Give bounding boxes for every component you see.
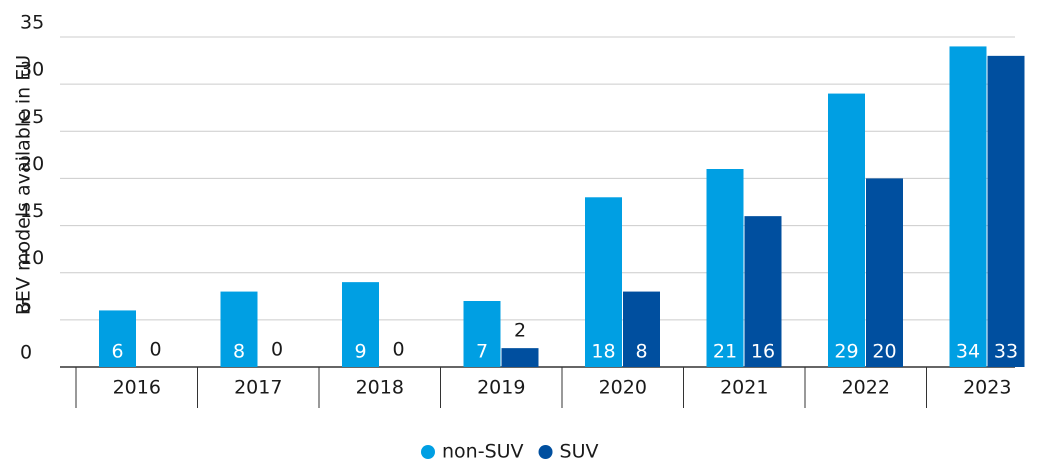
data-label: 2 <box>514 320 526 342</box>
bar <box>99 310 136 367</box>
legend-marker <box>421 445 435 459</box>
bar <box>706 169 744 367</box>
bar <box>744 216 782 367</box>
x-tick-label: 2018 <box>356 377 404 399</box>
y-tick-label: 0 <box>20 342 32 364</box>
bar <box>585 197 622 367</box>
data-label: 8 <box>635 341 647 363</box>
legend-label: non-SUV <box>442 441 524 463</box>
x-tick-label: 2020 <box>599 377 647 399</box>
data-label: 6 <box>111 341 123 363</box>
bar <box>987 55 1025 367</box>
y-tick-label: 30 <box>20 59 44 81</box>
data-label: 29 <box>834 341 858 363</box>
legend-label: SUV <box>560 441 599 463</box>
x-tick-label: 2023 <box>963 377 1011 399</box>
legend-marker <box>538 445 553 459</box>
data-label: 34 <box>956 341 980 363</box>
bar <box>828 93 865 368</box>
data-label: 7 <box>476 341 488 363</box>
data-label: 8 <box>233 341 245 363</box>
x-tick-label: 2021 <box>720 377 768 399</box>
data-label: 0 <box>149 339 161 361</box>
y-tick-label: 35 <box>20 12 44 34</box>
x-tick-label: 2017 <box>234 377 282 399</box>
x-tick-label: 2022 <box>842 377 890 399</box>
x-tick-label: 2019 <box>477 377 525 399</box>
bar <box>342 282 379 367</box>
data-label: 18 <box>591 341 615 363</box>
data-label: 20 <box>872 341 896 363</box>
bar <box>463 301 501 367</box>
bar <box>623 291 660 367</box>
data-label: 21 <box>713 341 737 363</box>
y-tick-label: 15 <box>20 200 44 222</box>
y-tick-label: 5 <box>20 294 32 316</box>
y-tick-label: 10 <box>20 247 44 269</box>
data-label: 16 <box>751 341 775 363</box>
y-tick-label: 20 <box>20 153 44 175</box>
y-axis-label: BEV models available in EU <box>13 55 35 315</box>
y-tick-label: 25 <box>20 106 44 128</box>
bar <box>501 348 539 367</box>
bar <box>220 291 258 367</box>
data-label: 33 <box>994 341 1018 363</box>
data-label: 9 <box>354 341 366 363</box>
x-tick-label: 2016 <box>113 377 161 399</box>
bar <box>949 46 987 368</box>
data-label: 0 <box>271 339 283 361</box>
bar <box>866 178 903 367</box>
data-label: 0 <box>392 339 404 361</box>
